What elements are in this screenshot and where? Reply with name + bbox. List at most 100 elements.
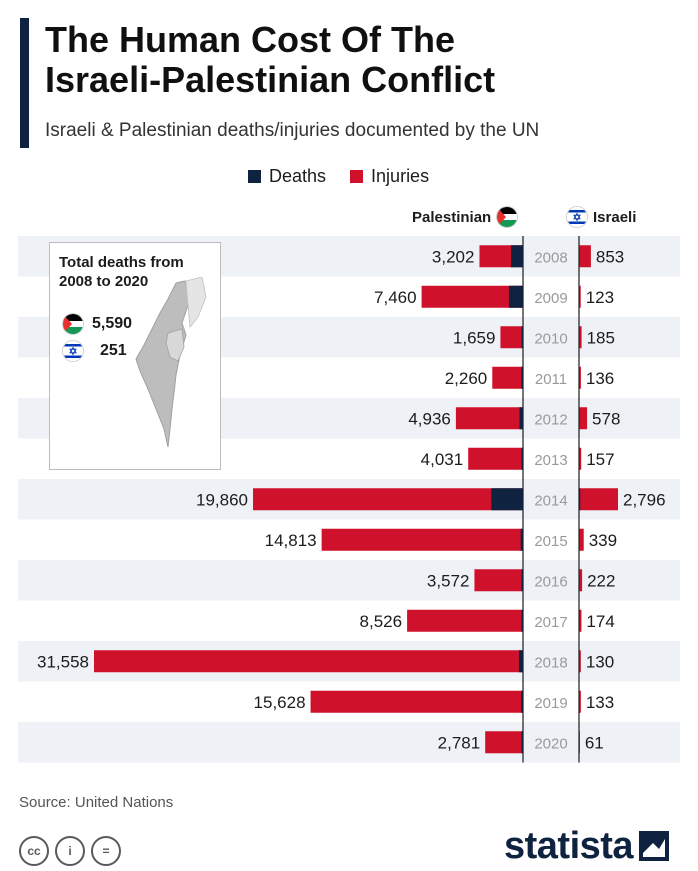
israeli-injuries-bar-2013 <box>579 447 582 470</box>
palestinian-injuries-bar-2015 <box>321 528 523 551</box>
year-label-2019: 2019 <box>534 695 567 712</box>
israeli-injuries-bar-2015 <box>579 528 584 551</box>
palestinian-value-label-2010: 1,659 <box>453 328 496 347</box>
palestinian-injuries-bar-2016 <box>474 569 523 592</box>
israeli-value-label-2013: 157 <box>586 450 614 469</box>
israeli-value-label-2014: 2,796 <box>623 490 666 509</box>
israeli-deaths-bar-2011 <box>579 366 580 389</box>
row-stripe-2016 <box>18 560 680 601</box>
legend-swatch-injuries <box>350 170 364 183</box>
statista-logo-text: statista <box>504 825 634 867</box>
israeli-deaths-bar-2009 <box>579 285 580 308</box>
palestinian-deaths-bar-2019 <box>521 690 523 713</box>
row-stripe-2020 <box>18 722 680 763</box>
israeli-injuries-bar-2017 <box>579 609 582 632</box>
palestinian-value-label-2019: 15,628 <box>254 693 306 712</box>
israeli-value-label-2020: 61 <box>585 733 604 752</box>
palestinian-injuries-bar-2017 <box>407 609 523 632</box>
subtitle: Israeli & Palestinian deaths/injuries do… <box>45 120 540 141</box>
year-label-2008: 2008 <box>534 249 567 266</box>
israeli-deaths-bar-2013 <box>579 447 580 470</box>
year-label-2012: 2012 <box>534 411 567 428</box>
source-note: Source: United Nations <box>19 794 174 811</box>
israeli-value-label-2011: 136 <box>586 369 614 388</box>
legend-item-injuries: Injuries <box>350 166 429 187</box>
palestinian-header-label: Palestinian <box>412 208 492 226</box>
palestine-flag-icon <box>496 206 519 228</box>
israeli-injuries-bar-2019 <box>579 690 581 713</box>
israeli-deaths-bar-2018 <box>579 650 580 673</box>
palestinian-injuries-bar-2010 <box>500 326 523 349</box>
title-line-2: Israeli-Palestinian Conflict <box>45 59 496 100</box>
nd-icon: = <box>91 836 121 866</box>
year-label-2013: 2013 <box>534 452 567 469</box>
year-label-2018: 2018 <box>534 654 567 671</box>
year-label-2017: 2017 <box>534 614 567 631</box>
palestinian-injuries-bar-2018 <box>94 650 523 673</box>
palestinian-deaths-bar-2009 <box>508 285 523 308</box>
israeli-header: Israeli <box>566 206 636 228</box>
palestinian-value-label-2018: 31,558 <box>37 652 89 671</box>
palestinian-deaths-bar-2012 <box>519 407 523 430</box>
page-title: The Human Cost Of The Israeli-Palestinia… <box>45 20 495 100</box>
palestinian-value-label-2013: 4,031 <box>421 450 464 469</box>
palestinian-injuries-bar-2011 <box>492 366 523 389</box>
statista-logo: statista <box>504 825 670 867</box>
palestinian-value-label-2008: 3,202 <box>432 247 475 266</box>
palestinian-deaths-bar-2014 <box>491 488 523 511</box>
palestinian-injuries-bar-2009 <box>421 285 523 308</box>
inset-israel-flag-icon <box>62 340 84 362</box>
israeli-value-label-2009: 123 <box>586 288 614 307</box>
inset-palestine-flag-icon <box>62 313 84 335</box>
palestinian-value-label-2020: 2,781 <box>438 733 481 752</box>
israeli-deaths-bar-2016 <box>579 569 580 592</box>
palestinian-value-label-2014: 19,860 <box>196 490 248 509</box>
cc-icon: cc <box>19 836 49 866</box>
legend-item-deaths: Deaths <box>248 166 326 187</box>
inset-palestinian-total: 5,590 <box>62 313 132 335</box>
license-icons: cc i = <box>19 836 121 866</box>
legend: Deaths Injuries <box>248 166 429 187</box>
palestinian-value-label-2012: 4,936 <box>408 409 451 428</box>
palestinian-deaths-bar-2008 <box>510 245 523 268</box>
palestinian-injuries-bar-2013 <box>468 447 523 470</box>
israeli-value-label-2018: 130 <box>586 652 614 671</box>
israeli-deaths-bar-2014 <box>579 488 581 511</box>
year-label-2014: 2014 <box>534 492 567 509</box>
palestinian-deaths-bar-2015 <box>520 528 523 551</box>
palestinian-value-label-2015: 14,813 <box>265 531 317 550</box>
palestinian-deaths-bar-2020 <box>521 731 523 754</box>
israeli-injuries-bar-2011 <box>579 366 581 389</box>
palestinian-value-label-2017: 8,526 <box>360 612 403 631</box>
year-label-2020: 2020 <box>534 735 567 752</box>
palestinian-deaths-bar-2013 <box>521 447 523 470</box>
palestinian-header: Palestinian <box>412 206 519 228</box>
israeli-injuries-bar-2008 <box>579 245 591 268</box>
israeli-injuries-bar-2010 <box>579 326 582 349</box>
palestinian-injuries-bar-2019 <box>310 690 523 713</box>
israeli-injuries-bar-2009 <box>579 285 581 308</box>
israeli-injuries-bar-2016 <box>579 569 583 592</box>
palestinian-deaths-bar-2011 <box>521 366 523 389</box>
palestinian-deaths-bar-2017 <box>521 609 523 632</box>
year-label-2011: 2011 <box>535 371 567 388</box>
title-accent-bar <box>20 18 29 148</box>
israeli-injuries-bar-2012 <box>579 407 588 430</box>
israeli-value-label-2019: 133 <box>586 693 614 712</box>
inset-title: Total deaths from 2008 to 2020 <box>59 254 184 290</box>
inset-palestinian-value: 5,590 <box>92 315 133 332</box>
by-icon: i <box>55 836 85 866</box>
legend-label-injuries: Injuries <box>371 166 430 186</box>
israeli-injuries-bar-2014 <box>579 488 618 511</box>
palestinian-value-label-2016: 3,572 <box>427 571 470 590</box>
palestinian-deaths-bar-2010 <box>521 326 523 349</box>
palestinian-value-label-2009: 7,460 <box>374 288 417 307</box>
israeli-value-label-2010: 185 <box>587 328 615 347</box>
legend-swatch-deaths <box>248 170 261 183</box>
year-label-2009: 2009 <box>534 290 567 307</box>
israel-map-icon <box>135 277 207 448</box>
inset-israeli-value: 251 <box>100 342 127 359</box>
israeli-value-label-2017: 174 <box>586 612 614 631</box>
palestinian-deaths-bar-2016 <box>521 569 523 592</box>
israeli-deaths-bar-2017 <box>579 609 580 632</box>
